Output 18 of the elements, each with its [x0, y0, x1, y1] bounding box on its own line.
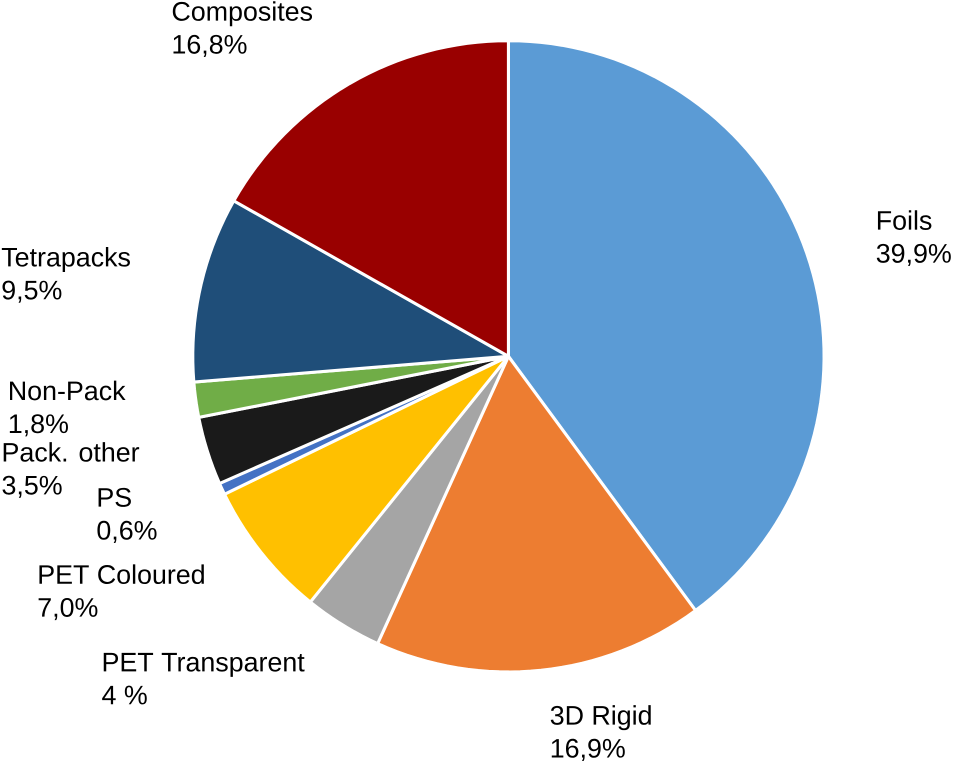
data-label: 16,8%	[173, 34, 247, 57]
slice-label: Composites	[172, 1, 312, 26]
data-label: 39,9%	[876, 244, 951, 266]
data-label: 3,5%	[2, 476, 62, 498]
data-label: 0,6%	[97, 520, 157, 543]
slice-label: Non-Pack	[10, 380, 126, 400]
data-label: 16,9%	[552, 738, 625, 761]
slice-label: PET Coloured	[39, 564, 204, 584]
slice-label: Pack. other	[4, 442, 140, 462]
slice-label: PET Transparent	[104, 652, 305, 677]
data-label: 1,8%	[10, 414, 68, 436]
slice-label: 3D Rigid	[550, 705, 651, 730]
data-label: 7,0%	[38, 598, 98, 620]
data-label: 4 %	[102, 686, 147, 704]
slice-label: PS	[98, 488, 131, 507]
slice-label: Tetrapacks	[2, 246, 130, 272]
slice-label: Foils	[878, 210, 932, 230]
data-label: 9,5%	[2, 280, 62, 303]
